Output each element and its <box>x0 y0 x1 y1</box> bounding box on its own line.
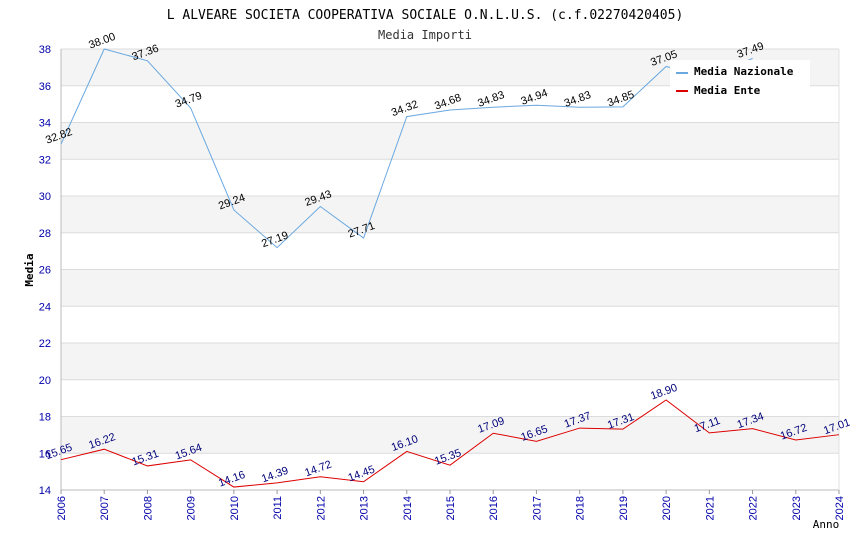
x-tick-label: 2010 <box>229 496 241 520</box>
y-ticks: 14 16 18 20 22 24 26 28 30 32 34 36 38 <box>39 44 51 497</box>
x-tick-label: 2015 <box>445 496 457 520</box>
legend: Media Nazionale Media Ente <box>670 60 810 102</box>
y-tick-label: 26 <box>39 265 51 277</box>
x-tick-label: 2020 <box>661 496 673 520</box>
y-tick-label: 20 <box>39 375 51 387</box>
data-label: 38.00 <box>87 31 117 52</box>
grid-bands <box>61 49 839 490</box>
grid-band <box>61 122 839 160</box>
x-tick-label: 2007 <box>99 496 111 520</box>
legend-label-media-ente: Media Ente <box>694 84 761 97</box>
legend-label-media-nazionale: Media Nazionale <box>694 65 794 78</box>
x-tick-label: 2019 <box>618 496 630 520</box>
x-tick-label: 2011 <box>272 496 284 520</box>
y-tick-label: 30 <box>39 191 51 203</box>
x-tick-label: 2009 <box>186 496 198 520</box>
chart-subtitle: Media Importi <box>378 28 472 42</box>
y-tick-label: 32 <box>39 154 51 166</box>
x-tick-label: 2024 <box>834 496 846 520</box>
grid-band <box>61 416 839 454</box>
x-tick-label: 2013 <box>359 496 371 520</box>
x-tick-label: 2012 <box>315 496 327 520</box>
series-line-media-ente <box>60 399 840 488</box>
y-tick-label: 34 <box>39 118 51 130</box>
y-tick-label: 16 <box>39 448 51 460</box>
x-tick-label: 2017 <box>531 496 543 520</box>
y-tick-label: 22 <box>39 338 51 350</box>
x-tick-label: 2022 <box>748 496 760 520</box>
x-axis-label: Anno <box>813 518 840 531</box>
y-tick-label: 36 <box>39 81 51 93</box>
y-tick-label: 38 <box>39 44 51 56</box>
chart-title: L ALVEARE SOCIETA COOPERATIVA SOCIALE O.… <box>167 8 684 23</box>
y-tick-label: 14 <box>39 485 51 497</box>
y-tick-label: 18 <box>39 412 51 424</box>
x-ticks: 2006 2007 2008 2009 2010 2011 2012 2013 2014 2015… <box>56 490 846 520</box>
legend-box <box>670 60 810 102</box>
grid-band <box>61 343 839 380</box>
y-axis-label: Media <box>23 253 36 286</box>
y-tick-label: 28 <box>39 228 51 240</box>
x-tick-label: 2018 <box>575 496 587 520</box>
x-tick-label: 2021 <box>704 496 716 520</box>
x-tick-label: 2023 <box>791 496 803 520</box>
y-tick-label: 24 <box>39 301 51 313</box>
series-line-media-nazionale <box>60 48 753 249</box>
grid-band <box>61 196 839 233</box>
grid-band <box>61 306 839 343</box>
series-lines <box>60 48 840 488</box>
grid-band <box>61 232 839 270</box>
grid-band <box>61 159 839 196</box>
x-tick-label: 2008 <box>142 496 154 520</box>
x-tick-label: 2016 <box>488 496 500 520</box>
grid-band <box>61 269 839 307</box>
x-tick-label: 2014 <box>402 496 414 520</box>
grid-band <box>61 379 839 417</box>
x-tick-label: 2006 <box>56 496 68 520</box>
